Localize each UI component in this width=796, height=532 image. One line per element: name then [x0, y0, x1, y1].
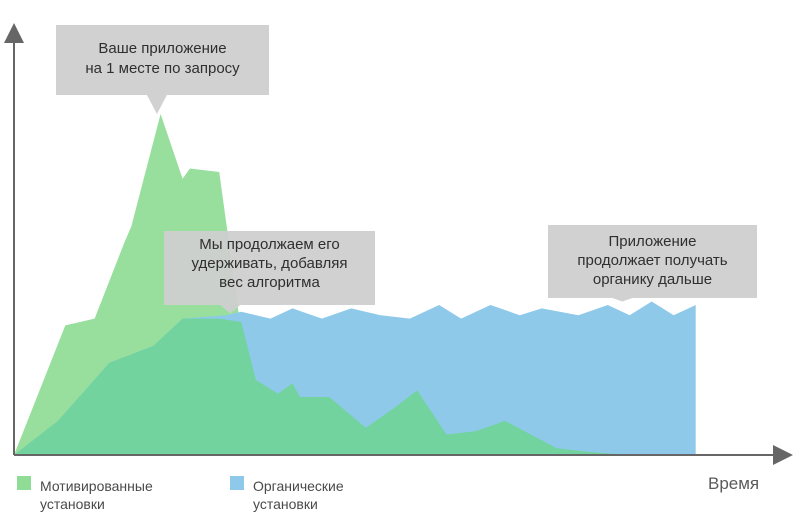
callout-text-line: на 1 месте по запросу: [85, 60, 240, 77]
callout-box: [56, 25, 269, 95]
series-layer: [14, 114, 696, 455]
callout-text-line: продолжает получать: [577, 252, 727, 269]
callout-pointer: [220, 305, 241, 314]
legend: Мотивированные установки Органические уста…: [17, 476, 344, 512]
callout-text-line: органику дальше: [593, 271, 712, 288]
x-axis-label: Время: [708, 474, 759, 493]
callout-2: Мы продолжаем его удерживать, добавляя вес…: [164, 231, 375, 314]
callout-text-line: Мы продолжаем его: [199, 236, 339, 253]
callout-1: Ваше приложение на 1 месте по запросу: [56, 25, 269, 114]
callout-box: [548, 225, 757, 298]
callout-pointer: [146, 95, 167, 114]
callout-text-line: Приложение: [609, 233, 697, 250]
callout-text-line: Ваше приложение: [98, 40, 226, 57]
series-area-overlap: [14, 318, 630, 455]
legend-swatch-motivated: [17, 476, 31, 490]
callout-3: Приложение продолжает получать органику да…: [548, 225, 757, 302]
callout-text-line: вес алгоритма: [219, 274, 320, 291]
callouts-layer: Ваше приложение на 1 месте по запросу Мы п…: [56, 25, 757, 314]
callout-box: [164, 231, 375, 305]
legend-swatch-organic: [230, 476, 244, 490]
callout-pointer: [612, 298, 633, 302]
axes: Время: [4, 23, 793, 493]
legend-label-organic: Органические установки: [253, 478, 344, 512]
legend-label-motivated: Мотивированные установки: [40, 478, 153, 512]
callout-text-line: удерживать, добавляя: [192, 255, 348, 272]
